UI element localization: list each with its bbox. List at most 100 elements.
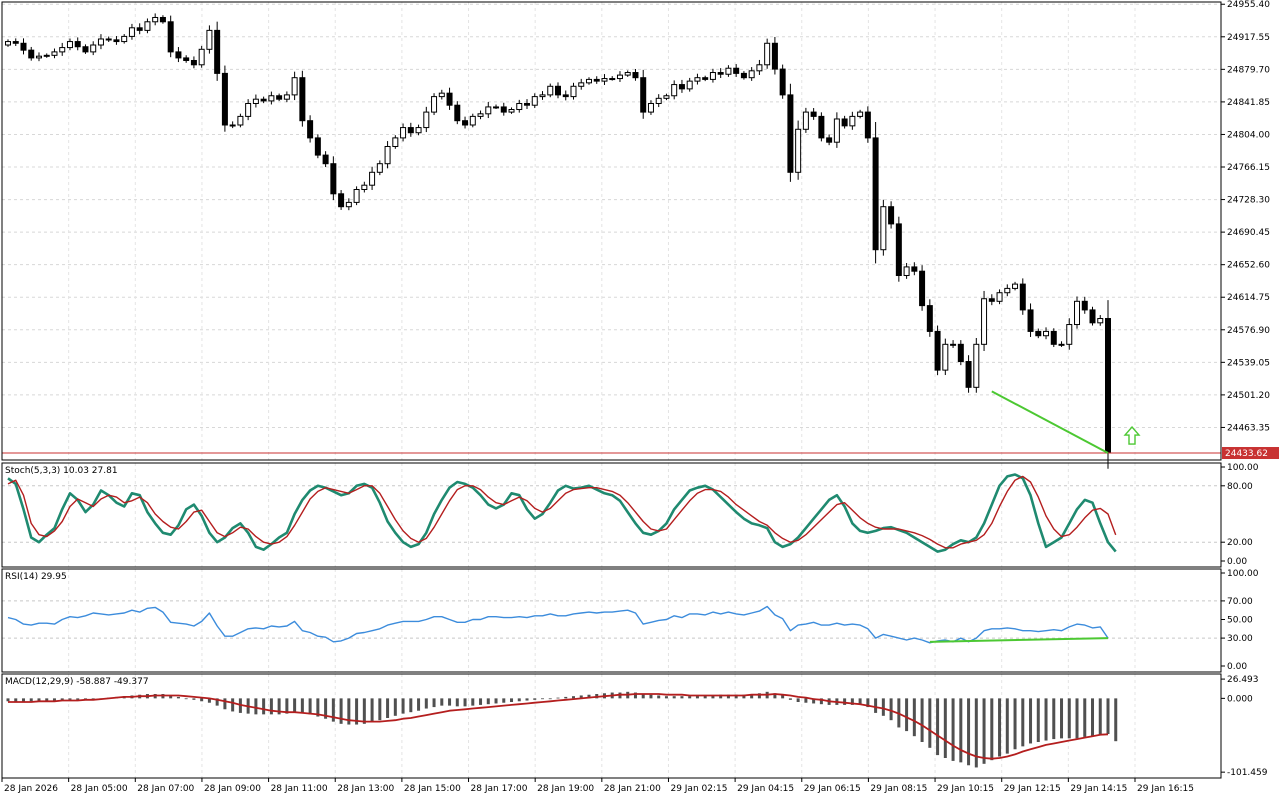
pane-frame-rsi	[1, 568, 1222, 673]
rsi-trendline	[929, 637, 1109, 643]
macd-histogram-bar	[285, 698, 289, 714]
candle-bear	[864, 111, 871, 139]
candle-bear	[926, 305, 933, 332]
candle-bear	[82, 46, 89, 53]
macd-histogram-bar	[657, 695, 661, 699]
candle-bull	[415, 127, 422, 134]
candle-bull	[438, 92, 445, 98]
candle-bull	[795, 128, 802, 173]
macd-histogram-bar	[525, 698, 529, 701]
macd-histogram-bar	[316, 698, 320, 717]
candle-bull	[802, 111, 809, 130]
current-price-label: 24433.62	[1225, 449, 1268, 459]
macd-histogram-bar	[533, 698, 537, 700]
candle-bull	[237, 115, 244, 126]
candle-bull	[206, 29, 213, 50]
candle-bear	[888, 206, 895, 225]
rsi-pane	[7, 605, 1109, 644]
candle-bull	[578, 82, 585, 87]
candle-bear	[555, 85, 561, 96]
candle-bull	[1004, 287, 1011, 294]
macd-histogram-bar	[463, 698, 467, 707]
macd-histogram-bar	[959, 698, 963, 763]
candle-bull	[35, 55, 42, 59]
candle-bear	[214, 29, 221, 74]
candle-bull	[880, 206, 887, 251]
macd-histogram-bar	[990, 698, 994, 761]
candle-bull	[384, 145, 391, 165]
pane-frame-price	[1, 1, 1222, 461]
macd-histogram-bar	[262, 698, 266, 715]
candle-bull	[469, 115, 476, 126]
macd-histogram-bar	[781, 695, 785, 699]
macd-histogram-bar	[269, 698, 273, 715]
macd-tick-label: 0.000	[1227, 694, 1253, 704]
rsi-line	[7, 605, 1109, 644]
macd-histogram-bar	[1021, 698, 1025, 747]
price-tick-label: 24917.55	[1227, 33, 1270, 43]
macd-histogram-bar	[664, 696, 668, 699]
rsi-tick-label: 70.00	[1227, 597, 1253, 607]
candle-bull	[694, 77, 701, 82]
candle-bear	[826, 137, 833, 143]
candle-bear	[779, 68, 786, 96]
candle-bull	[229, 124, 236, 127]
macd-histogram-bar	[750, 694, 754, 699]
macd-histogram-bar	[982, 698, 986, 764]
time-tick-label: 29 Jan 12:15	[1004, 784, 1061, 794]
macd-histogram-bar	[719, 694, 723, 699]
macd-histogram-bar	[788, 698, 792, 700]
divergence-trendline	[991, 390, 1109, 454]
macd-histogram-bar	[998, 698, 1002, 757]
macd-histogram-bar	[556, 697, 560, 699]
candle-bull	[252, 98, 259, 104]
candle-bull	[903, 266, 910, 277]
macd-histogram-bar	[29, 698, 33, 702]
macd-histogram-bar	[370, 698, 374, 723]
candle-bear	[1089, 309, 1096, 324]
macd-histogram-bar	[300, 698, 304, 713]
stoch-tick-label: 0.00	[1227, 557, 1247, 567]
candle-bull	[431, 96, 438, 113]
candle-bull	[1066, 324, 1073, 345]
macd-histogram-bar	[1029, 698, 1033, 744]
time-tick-label: 29 Jan 06:15	[804, 784, 861, 794]
candle-bear	[260, 98, 267, 102]
macd-histogram-bar	[21, 698, 25, 702]
candle-bear	[20, 42, 27, 51]
macd-histogram-bar	[355, 698, 359, 725]
rsi-tick-label: 100.00	[1227, 569, 1259, 579]
grid-layer	[1, 2, 1221, 778]
macd-histogram-bar	[1013, 698, 1017, 750]
candle-bear	[1035, 330, 1042, 337]
candle-bear	[1027, 309, 1034, 332]
time-tick-label: 29 Jan 14:15	[1070, 784, 1127, 794]
pane-frame-stoch	[1, 462, 1222, 568]
candle-bull	[144, 21, 151, 31]
macd-histogram-bar	[858, 698, 862, 705]
candle-bull	[624, 72, 631, 76]
candle-bear	[911, 266, 918, 272]
time-tick-label: 28 Jan 07:00	[137, 784, 194, 794]
candle-bull	[671, 84, 678, 97]
candle-bull	[1012, 283, 1019, 289]
macd-histogram-bar	[362, 698, 366, 724]
macd-histogram-bar	[1060, 698, 1064, 739]
candle-bull	[655, 97, 662, 104]
candle-bear	[105, 38, 112, 41]
macd-histogram-bar	[548, 698, 552, 700]
macd-histogram-bar	[804, 698, 808, 703]
candle-bear	[1050, 330, 1057, 345]
macd-histogram-bar	[951, 698, 955, 761]
macd-histogram-bar	[432, 698, 436, 708]
candle-bull	[756, 64, 763, 72]
time-tick-label: 28 Jan 21:00	[604, 784, 661, 794]
candle-bull	[90, 44, 97, 53]
candle-bull	[268, 95, 275, 102]
macd-histogram-bar	[1098, 698, 1102, 735]
macd-histogram-bar	[936, 698, 940, 756]
candle-bear	[818, 115, 825, 139]
stoch-tick-label: 20.00	[1227, 538, 1253, 548]
macd-histogram-bar	[409, 698, 413, 713]
